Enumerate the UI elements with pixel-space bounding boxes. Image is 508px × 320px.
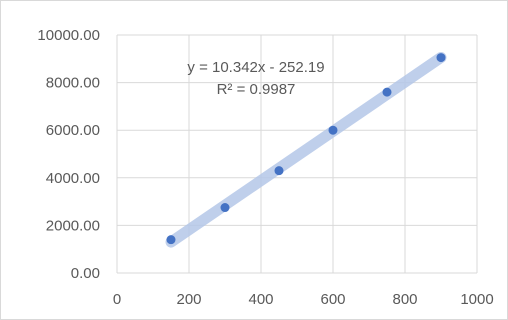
y-tick-label: 8000.00 (46, 75, 100, 92)
y-tick-label: 6000.00 (46, 122, 100, 139)
data-point (328, 125, 338, 135)
data-points (166, 53, 446, 245)
y-tick-label: 10000.00 (37, 27, 100, 44)
trendline-layer (165, 51, 447, 248)
x-tick-label: 800 (392, 291, 417, 308)
x-tick-label: 200 (176, 291, 201, 308)
x-tick-label: 400 (248, 291, 273, 308)
y-tick-label: 0.00 (71, 265, 100, 282)
data-point (274, 166, 284, 176)
gridlines (116, 34, 478, 274)
trendline-r-squared: R² = 0.9987 (217, 81, 296, 98)
data-point (220, 203, 230, 213)
x-tick-label: 1000 (460, 291, 493, 308)
data-point (382, 87, 392, 97)
y-tick-label: 4000.00 (46, 170, 100, 187)
trendline (165, 51, 447, 248)
data-point (166, 235, 176, 245)
y-tick-label: 2000.00 (46, 217, 100, 234)
x-tick-label: 0 (113, 291, 121, 308)
x-tick-label: 600 (320, 291, 345, 308)
data-point (436, 53, 446, 63)
y-axis-tick-labels: 0.00 2000.00 4000.00 6000.00 8000.00 10000.00 (37, 27, 100, 282)
x-axis-tick-labels: 0 200 400 600 800 1000 (113, 291, 494, 308)
trendline-equation: y = 10.342x - 252.19 (187, 59, 324, 76)
